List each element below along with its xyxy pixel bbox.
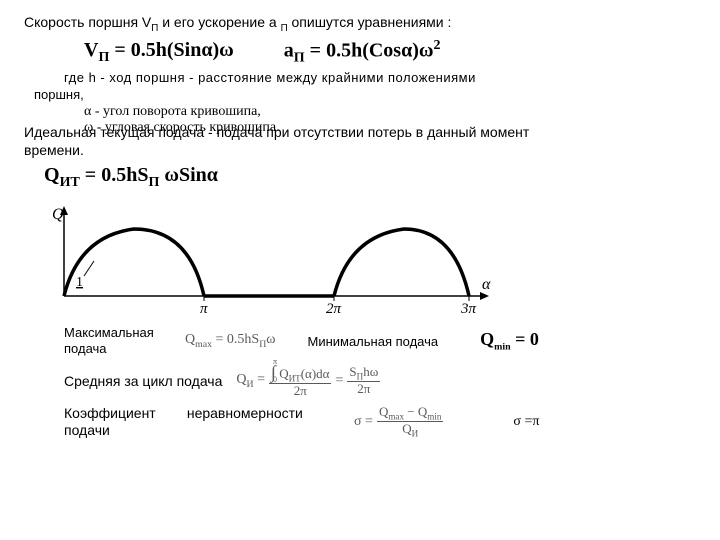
svg-text:π: π <box>200 301 208 316</box>
sigma-pi: σ =π <box>513 414 539 430</box>
where-h-b: поршня, <box>34 87 696 102</box>
where-alpha: α - угол поворота кривошипа, <box>84 104 696 120</box>
eq-qmin: Qmin = 0 <box>480 329 539 353</box>
eq-qmax: Qmax = 0.5hSПω <box>185 332 275 350</box>
average-row: Средняя за цикл подача QИ = π ∫ 0 QИТ(α)… <box>64 363 696 399</box>
eq-acceleration: aП = 0.5h(Cosα)ω2 <box>284 38 441 67</box>
svg-text:2π: 2π <box>326 301 342 316</box>
t: опишутся уравнениями : <box>288 14 452 30</box>
eq-qavg: QИ = π ∫ 0 QИТ(α)dα 2π = SПhω 2π <box>236 363 380 399</box>
max-min-row: Максимальная подача Qmax = 0.5hSПω Миним… <box>64 325 696 356</box>
eq-qit: QИТ = 0.5hSП ωSinα <box>44 164 696 191</box>
intro-line: Скорость поршня VП и его ускорение a П о… <box>24 14 696 34</box>
eq-sigma: σ = Qmax − Qmin QИ <box>354 405 443 439</box>
t: и его ускорение a <box>158 14 280 30</box>
where-h-a: где h - ход поршня - расстояние между кр… <box>64 70 696 85</box>
svg-text:3π: 3π <box>460 301 477 316</box>
svg-text:1: 1 <box>76 275 83 290</box>
velocity-accel-equations: VП = 0.5h(Sinα)ω aП = 0.5h(Cosα)ω2 <box>84 38 696 67</box>
graph-svg: Q α π 2π 3π 1 <box>34 201 504 316</box>
eq-velocity: VП = 0.5h(Sinα)ω <box>84 39 234 66</box>
ideal-feed-a: Идеальная текущая подача - подача при от… <box>24 124 696 140</box>
feed-graph: Q α π 2π 3π 1 <box>34 201 696 319</box>
coef-row: Коэффициент неравномерности подачи σ = Q… <box>64 405 696 439</box>
t: Скорость поршня V <box>24 14 151 30</box>
t: П <box>281 23 288 34</box>
y-axis-label: Q <box>52 206 64 223</box>
x-axis-label: α <box>482 276 491 293</box>
ideal-feed-b: времени. <box>24 142 696 158</box>
